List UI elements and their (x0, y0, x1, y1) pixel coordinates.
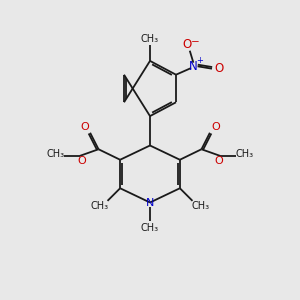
Text: CH₃: CH₃ (90, 201, 108, 211)
Text: N: N (146, 197, 154, 208)
Text: O: O (211, 122, 220, 132)
Text: N: N (189, 60, 198, 73)
Text: O: O (80, 122, 89, 132)
Text: O: O (214, 62, 223, 75)
Text: CH₃: CH₃ (235, 149, 253, 159)
Text: CH₃: CH₃ (192, 201, 210, 211)
Text: O: O (183, 38, 192, 51)
Text: O: O (77, 156, 86, 166)
Text: O: O (214, 156, 223, 166)
Text: CH₃: CH₃ (141, 34, 159, 44)
Text: +: + (196, 56, 203, 65)
Text: CH₃: CH₃ (47, 149, 65, 159)
Text: CH₃: CH₃ (141, 223, 159, 233)
Text: −: − (191, 37, 200, 47)
